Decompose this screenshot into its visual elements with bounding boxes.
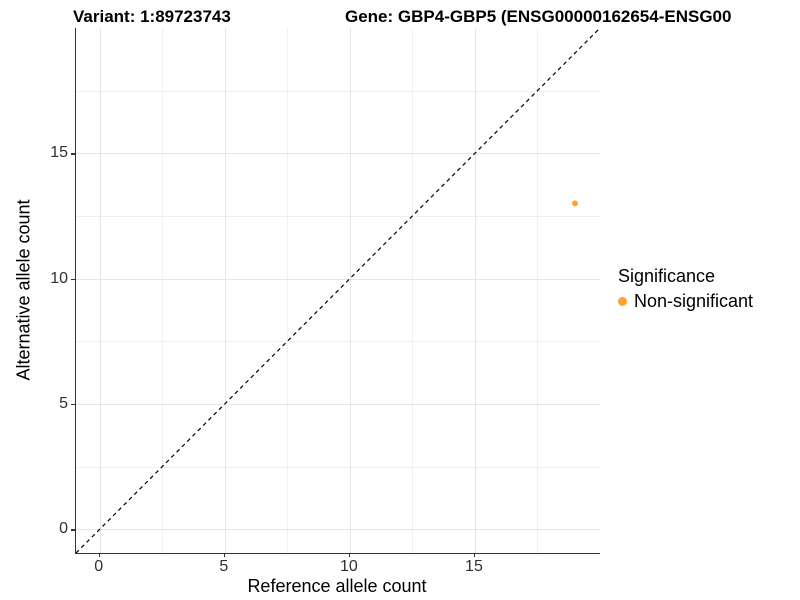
major-gridline-x bbox=[474, 28, 476, 553]
minor-gridline-x bbox=[412, 28, 414, 553]
legend-item-label: Non-significant bbox=[634, 291, 754, 311]
y-tick-label: 10 bbox=[50, 269, 68, 287]
major-gridline-x bbox=[99, 28, 101, 553]
y-tick-label: 0 bbox=[59, 520, 68, 538]
minor-gridline-x bbox=[162, 28, 164, 553]
x-tick-label: 10 bbox=[339, 558, 358, 575]
data-point bbox=[571, 200, 578, 207]
variant-title: Variant: 1:89723743 bbox=[73, 7, 231, 26]
gene-title: Gene: GBP4-GBP5 (ENSG00000162654-ENSG00 bbox=[345, 7, 732, 26]
legend-title: Significance bbox=[618, 266, 716, 286]
x-tick-mark bbox=[98, 553, 101, 557]
minor-gridline-y bbox=[76, 341, 600, 343]
identity-dashed-line bbox=[76, 28, 600, 553]
legend: Significance Non-significant bbox=[618, 266, 753, 312]
y-tick-mark bbox=[71, 278, 75, 281]
x-axis-title: Reference allele count bbox=[247, 576, 427, 596]
plot-panel bbox=[75, 28, 600, 554]
x-tick-mark bbox=[473, 553, 476, 557]
y-tick-mark bbox=[71, 529, 75, 531]
x-tick-label: 15 bbox=[465, 558, 483, 575]
minor-gridline-y bbox=[76, 215, 600, 217]
y-axis-title: Alternative allele count bbox=[13, 199, 34, 381]
major-gridline-y bbox=[76, 278, 600, 280]
y-tick-label: 5 bbox=[59, 394, 68, 412]
y-tick-label: 15 bbox=[50, 144, 68, 162]
major-gridline-y bbox=[76, 529, 600, 531]
y-tick-mark bbox=[71, 153, 75, 155]
y-tick-mark bbox=[71, 403, 75, 406]
minor-gridline-x bbox=[537, 28, 539, 553]
x-tick-mark bbox=[223, 553, 226, 557]
x-tick-mark bbox=[348, 553, 351, 557]
x-tick-label: 5 bbox=[219, 558, 229, 575]
major-gridline-y bbox=[76, 153, 600, 155]
legend-point-icon bbox=[618, 297, 627, 306]
major-gridline-x bbox=[349, 28, 351, 553]
data-layer bbox=[76, 28, 600, 553]
x-tick-label: 0 bbox=[94, 558, 104, 575]
legend-item: Non-significant bbox=[618, 291, 753, 312]
minor-gridline-x bbox=[287, 28, 289, 553]
major-gridline-x bbox=[224, 28, 226, 553]
major-gridline-y bbox=[76, 403, 600, 405]
minor-gridline-y bbox=[76, 90, 600, 92]
minor-gridline-y bbox=[76, 466, 600, 468]
